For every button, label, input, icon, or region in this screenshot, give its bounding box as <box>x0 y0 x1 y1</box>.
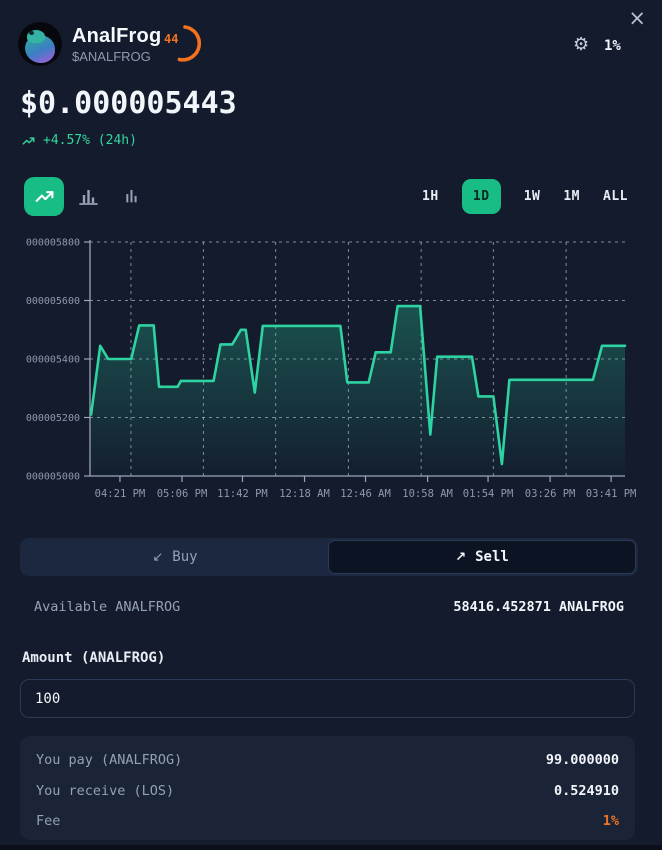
price-change: +4.57% (24h) <box>20 133 137 148</box>
buy-arrow-icon: ↙ <box>152 549 164 565</box>
frog-eye-shape <box>29 31 34 35</box>
price-change-text: +4.57% (24h) <box>43 133 137 148</box>
range-1h-button[interactable]: 1H <box>422 189 439 204</box>
svg-text:000005600: 000005600 <box>26 296 80 307</box>
line-chart-button[interactable] <box>24 177 64 216</box>
range-1d-button[interactable]: 1D <box>461 179 501 214</box>
close-icon[interactable]: × <box>628 6 646 30</box>
you-receive-label: You receive (LOS) <box>36 782 175 799</box>
svg-text:000005400: 000005400 <box>26 355 80 366</box>
slippage-value: 1% <box>604 38 621 54</box>
available-balance-row: Available ANALFROG 58416.452871 ANALFROG <box>34 599 624 615</box>
available-balance-label: Available ANALFROG <box>34 599 181 615</box>
svg-text:05:06 PM: 05:06 PM <box>157 488 208 500</box>
buy-tab-label: Buy <box>172 549 198 565</box>
svg-text:11:42 PM: 11:42 PM <box>217 488 268 500</box>
line-chart-icon <box>35 191 53 202</box>
svg-text:000005200: 000005200 <box>26 413 80 424</box>
range-1m-button[interactable]: 1M <box>563 189 581 204</box>
svg-text:04:21 PM: 04:21 PM <box>95 488 146 500</box>
sell-tab-label: Sell <box>475 549 509 565</box>
you-pay-value: 99.000000 <box>545 752 619 768</box>
you-receive-row: You receive (LOS) 0.524910 <box>36 783 619 799</box>
svg-text:12:46 AM: 12:46 AM <box>340 488 391 500</box>
price-chart[interactable]: 000005800 000005600 000005400 000005200 0000… <box>0 234 662 512</box>
buy-tab[interactable]: ↙ Buy <box>22 540 328 574</box>
time-range-group: 1H 1D 1W 1M ALL <box>422 179 628 214</box>
token-title: AnalFrog <box>72 25 162 47</box>
bar-chart-button[interactable] <box>76 184 100 208</box>
svg-text:03:26 PM: 03:26 PM <box>525 488 576 500</box>
token-symbol: $ANALFROG <box>72 49 151 64</box>
amount-label: Amount (ANALFROG) <box>22 650 166 666</box>
volume-chart-icon <box>126 189 137 203</box>
fee-value: 1% <box>602 813 619 829</box>
score-value: 44 <box>164 32 179 46</box>
svg-text:000005800: 000005800 <box>26 238 80 249</box>
score-badge: 44 <box>160 21 204 67</box>
token-avatar <box>18 22 62 66</box>
fee-row: Fee 1% <box>36 813 619 829</box>
svg-text:01:54 PM: 01:54 PM <box>463 488 514 500</box>
svg-text:000005000: 000005000 <box>26 472 80 483</box>
svg-text:12:18 AM: 12:18 AM <box>279 488 330 500</box>
fee-label: Fee <box>36 813 61 829</box>
token-price: $0.000005443 <box>20 86 237 121</box>
page-background-edge <box>0 845 662 850</box>
trade-summary-card: You pay (ANALFROG) 99.000000 You receive… <box>20 736 635 840</box>
you-receive-value: 0.524910 <box>553 782 619 799</box>
range-all-button[interactable]: ALL <box>603 189 628 204</box>
trend-up-icon <box>22 136 35 145</box>
you-pay-label: You pay (ANALFROG) <box>36 752 183 768</box>
gear-icon[interactable]: ⚙ <box>573 34 590 55</box>
trade-tabs: ↙ Buy ↗ Sell <box>20 538 638 576</box>
range-1w-button[interactable]: 1W <box>523 189 541 204</box>
svg-text:03:41 PM: 03:41 PM <box>586 488 637 500</box>
sell-arrow-icon: ↗ <box>455 549 467 565</box>
sell-tab[interactable]: ↗ Sell <box>328 540 636 574</box>
svg-text:10:58 AM: 10:58 AM <box>402 488 453 500</box>
amount-input[interactable] <box>20 679 635 718</box>
score-arc-icon <box>177 25 202 62</box>
bar-chart-icon <box>79 190 98 205</box>
you-pay-row: You pay (ANALFROG) 99.000000 <box>36 752 619 768</box>
volume-chart-button[interactable] <box>120 184 142 206</box>
available-balance-value: 58416.452871 ANALFROG <box>453 599 624 615</box>
